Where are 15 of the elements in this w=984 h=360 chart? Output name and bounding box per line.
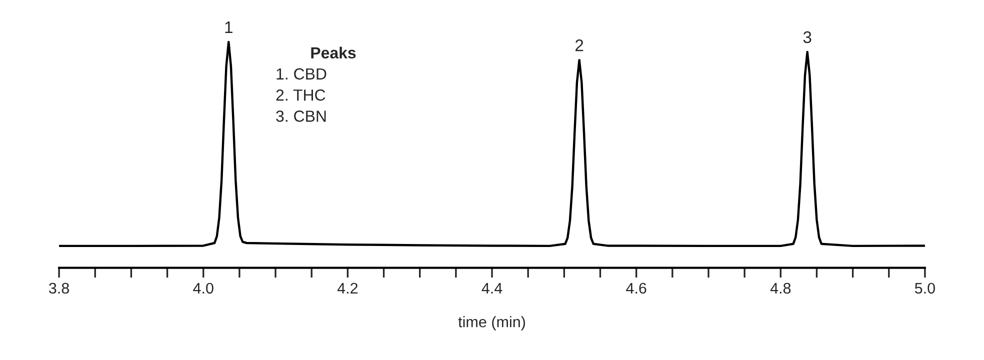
x-tick-label: 4.8 xyxy=(770,282,791,294)
annotation: 1 xyxy=(225,22,232,34)
annotation: 2 xyxy=(576,39,584,52)
x-tick-label: 5.0 xyxy=(914,282,935,294)
annotation: 2. THC xyxy=(276,89,326,101)
x-tick-label: 4.2 xyxy=(337,282,358,294)
x-tick-label: 4.6 xyxy=(626,282,646,294)
annotation: 1. CBD xyxy=(276,68,326,80)
x-tick-label: 3.8 xyxy=(49,282,69,294)
annotation: 3 xyxy=(803,31,812,44)
x-tick-label: 4.0 xyxy=(193,282,214,294)
annotation: Peaks xyxy=(311,46,356,59)
annotation: 3. CBN xyxy=(276,110,326,122)
x-axis-title: time (min) xyxy=(458,316,526,330)
x-tick-label: 4.4 xyxy=(482,282,502,294)
